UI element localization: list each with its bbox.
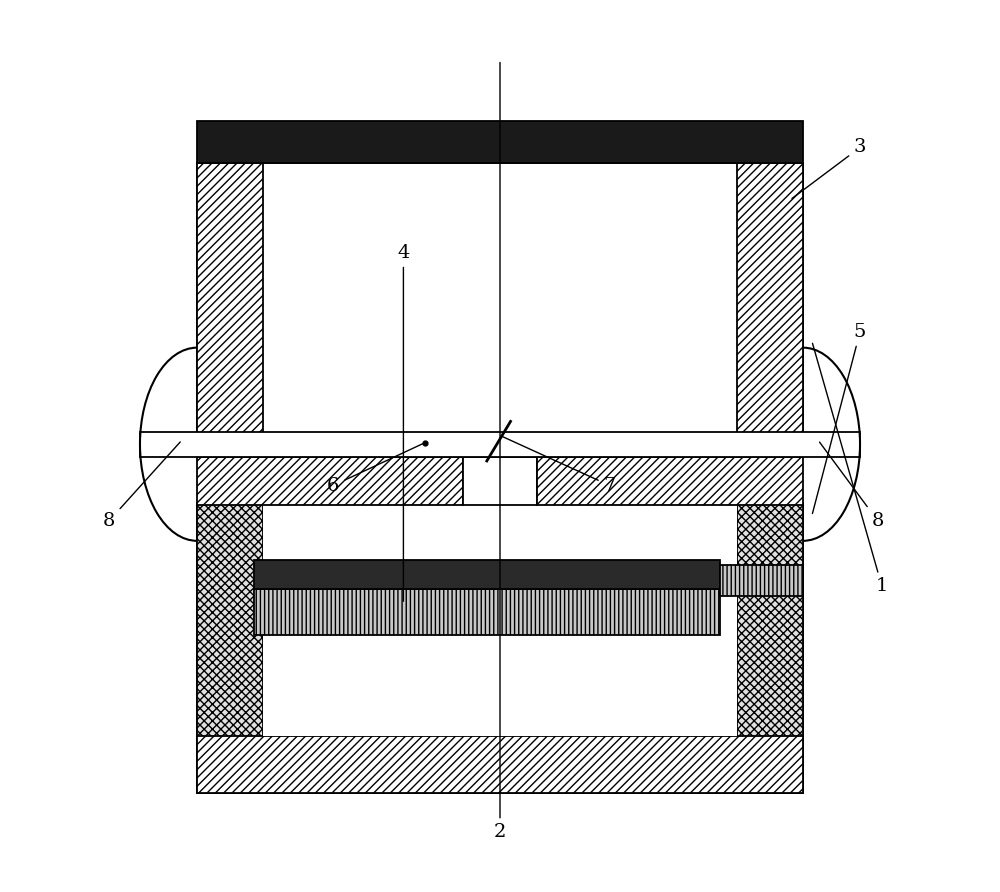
Bar	[197, 503, 263, 793]
Bar	[254, 560, 720, 589]
Bar	[463, 457, 537, 505]
Text: 8: 8	[103, 442, 180, 530]
Text: 5: 5	[812, 323, 866, 514]
Text: 1: 1	[812, 343, 888, 596]
Text: 3: 3	[792, 138, 866, 198]
Text: 6: 6	[327, 443, 423, 494]
Bar	[197, 163, 263, 442]
Text: 4: 4	[397, 244, 410, 601]
Text: 8: 8	[820, 442, 884, 530]
Bar	[197, 503, 803, 793]
Bar	[140, 432, 860, 457]
Bar	[197, 736, 803, 793]
Bar	[197, 121, 803, 163]
Bar	[197, 457, 463, 505]
Bar	[537, 457, 803, 505]
Bar	[737, 163, 803, 442]
Bar	[720, 565, 803, 596]
Bar	[197, 163, 803, 442]
Bar	[254, 589, 720, 635]
Text: 2: 2	[494, 62, 506, 841]
Bar	[263, 503, 737, 736]
Bar	[737, 503, 803, 793]
Text: 7: 7	[503, 436, 616, 494]
